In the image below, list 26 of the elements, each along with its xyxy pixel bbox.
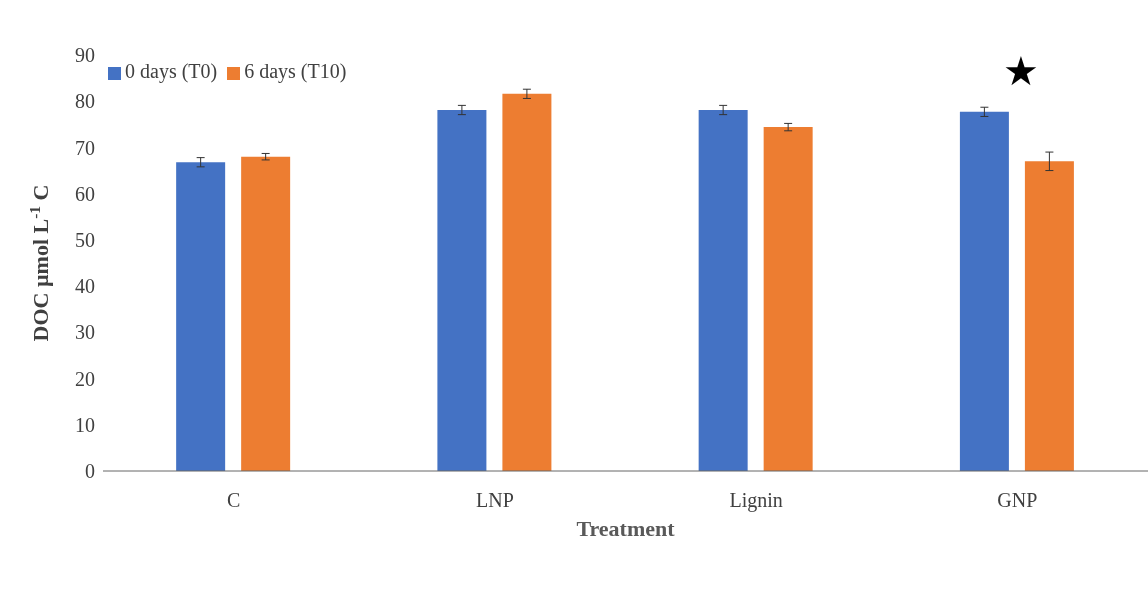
x-tick-label: Lignin <box>729 489 783 513</box>
bar <box>176 162 226 471</box>
bar <box>959 111 1009 471</box>
y-tick-label: 70 <box>75 136 95 159</box>
y-tick-label: 50 <box>75 228 95 251</box>
y-tick-label: 80 <box>75 90 95 113</box>
bar <box>698 110 748 471</box>
x-axis-title: Treatment <box>576 516 676 541</box>
annotation: ★ <box>1003 49 1039 94</box>
legend-label: 6 days (T10) <box>244 60 347 82</box>
bar <box>437 110 487 471</box>
y-tick-label: 0 <box>85 460 95 483</box>
x-tick-label: C <box>226 489 241 512</box>
y-tick-label: 40 <box>75 275 95 298</box>
y-tick-label: 90 <box>75 44 95 67</box>
bar <box>241 156 291 471</box>
x-tick-label: GNP <box>997 489 1038 512</box>
bar <box>763 127 813 471</box>
y-tick-label: 30 <box>75 321 95 344</box>
bar <box>502 93 552 471</box>
y-tick-label: 60 <box>75 182 95 205</box>
legend-label: 0 days (T0) <box>125 60 218 82</box>
y-tick-label: 20 <box>75 367 95 390</box>
y-tick-label: 10 <box>75 413 95 436</box>
bar <box>1024 161 1074 471</box>
x-tick-label: LNP <box>475 489 514 512</box>
